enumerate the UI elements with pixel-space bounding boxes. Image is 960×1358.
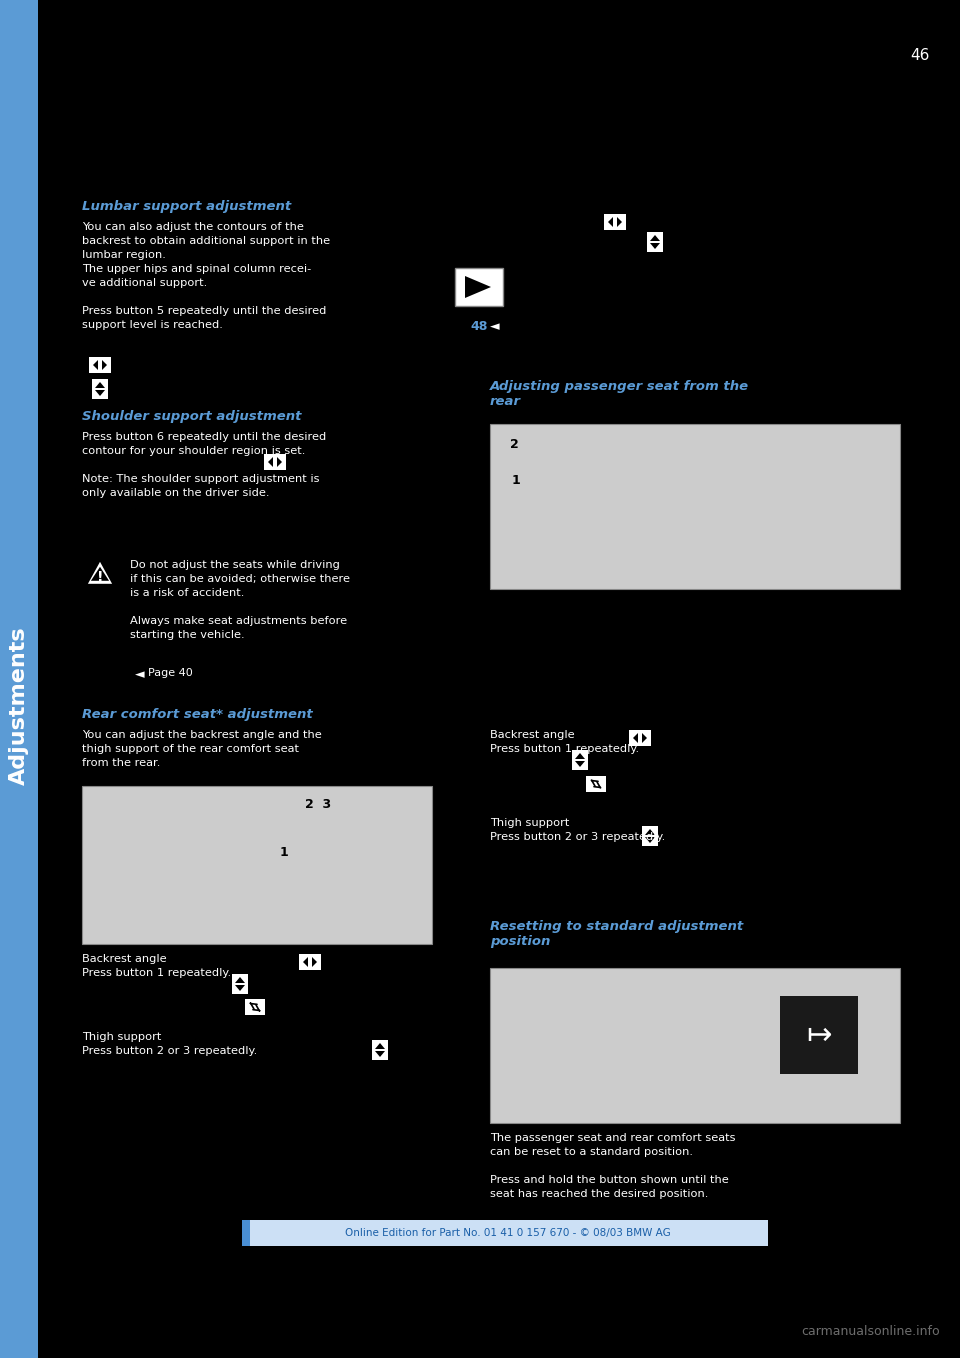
Text: You can also adjust the contours of the
backrest to obtain additional support in: You can also adjust the contours of the … [82,221,330,330]
FancyBboxPatch shape [490,424,900,589]
Text: !: ! [97,570,104,584]
FancyBboxPatch shape [242,1219,250,1247]
FancyBboxPatch shape [642,826,658,846]
Polygon shape [277,458,282,467]
Polygon shape [303,957,308,967]
Polygon shape [575,760,585,767]
Text: Online Edition for Part No. 01 41 0 157 670 - © 08/03 BMW AG: Online Edition for Part No. 01 41 0 157 … [346,1228,671,1238]
Text: 2  3: 2 3 [305,799,331,811]
Polygon shape [375,1043,385,1048]
Text: Lumbar support adjustment: Lumbar support adjustment [82,200,291,213]
Text: Page 40: Page 40 [148,668,193,678]
Text: Backrest angle
Press button 1 repeatedly.: Backrest angle Press button 1 repeatedly… [490,731,639,754]
Polygon shape [617,217,622,227]
FancyBboxPatch shape [604,215,626,230]
Text: 2: 2 [510,439,518,451]
FancyBboxPatch shape [82,786,432,944]
Text: ◄: ◄ [490,320,499,333]
FancyBboxPatch shape [780,995,858,1074]
Polygon shape [650,235,660,240]
Text: ◄: ◄ [135,668,145,680]
Text: Do not adjust the seats while driving
if this can be avoided; otherwise there
is: Do not adjust the seats while driving if… [130,559,350,640]
Polygon shape [93,360,98,369]
Text: Adjusting passenger seat from the
rear: Adjusting passenger seat from the rear [490,380,749,407]
Polygon shape [102,360,107,369]
Polygon shape [91,566,109,581]
Polygon shape [608,217,613,227]
Polygon shape [465,276,491,297]
Polygon shape [235,976,245,983]
FancyBboxPatch shape [245,999,265,1014]
FancyBboxPatch shape [248,1219,768,1247]
Text: 1: 1 [512,474,520,488]
Polygon shape [650,243,660,249]
Text: Press button 6 repeatedly until the desired
contour for your shoulder region is : Press button 6 repeatedly until the desi… [82,432,326,498]
FancyBboxPatch shape [299,955,321,970]
Polygon shape [312,957,317,967]
Text: Rear comfort seat* adjustment: Rear comfort seat* adjustment [82,708,313,721]
FancyBboxPatch shape [647,232,663,253]
Polygon shape [95,390,105,397]
FancyBboxPatch shape [0,0,38,1358]
FancyBboxPatch shape [455,268,503,306]
Polygon shape [235,985,245,991]
Text: Thigh support
Press button 2 or 3 repeatedly.: Thigh support Press button 2 or 3 repeat… [490,818,665,842]
Text: 46: 46 [911,48,930,62]
FancyBboxPatch shape [264,454,286,470]
FancyBboxPatch shape [490,968,900,1123]
FancyBboxPatch shape [572,750,588,770]
FancyBboxPatch shape [372,1040,388,1061]
Text: Backrest angle
Press button 1 repeatedly.: Backrest angle Press button 1 repeatedly… [82,955,231,978]
FancyBboxPatch shape [586,775,606,792]
FancyBboxPatch shape [92,379,108,399]
Polygon shape [95,382,105,388]
Polygon shape [633,733,638,743]
Polygon shape [645,837,655,843]
FancyBboxPatch shape [232,974,248,994]
FancyBboxPatch shape [629,731,651,746]
Text: carmanualsonline.info: carmanualsonline.info [802,1325,940,1338]
Polygon shape [375,1051,385,1057]
Text: The passenger seat and rear comfort seats
can be reset to a standard position.

: The passenger seat and rear comfort seat… [490,1133,735,1199]
Polygon shape [268,458,273,467]
Text: 1: 1 [280,846,289,860]
Text: Shoulder support adjustment: Shoulder support adjustment [82,410,301,422]
Polygon shape [645,828,655,835]
Text: Adjustments: Adjustments [9,627,29,785]
Text: Resetting to standard adjustment
position: Resetting to standard adjustment positio… [490,919,743,948]
Polygon shape [88,562,112,584]
Text: ↦: ↦ [806,1020,831,1050]
Polygon shape [642,733,647,743]
Text: 48: 48 [470,320,488,333]
Text: You can adjust the backrest angle and the
thigh support of the rear comfort seat: You can adjust the backrest angle and th… [82,731,322,769]
Text: Thigh support
Press button 2 or 3 repeatedly.: Thigh support Press button 2 or 3 repeat… [82,1032,257,1057]
FancyBboxPatch shape [89,357,111,373]
Polygon shape [575,752,585,759]
